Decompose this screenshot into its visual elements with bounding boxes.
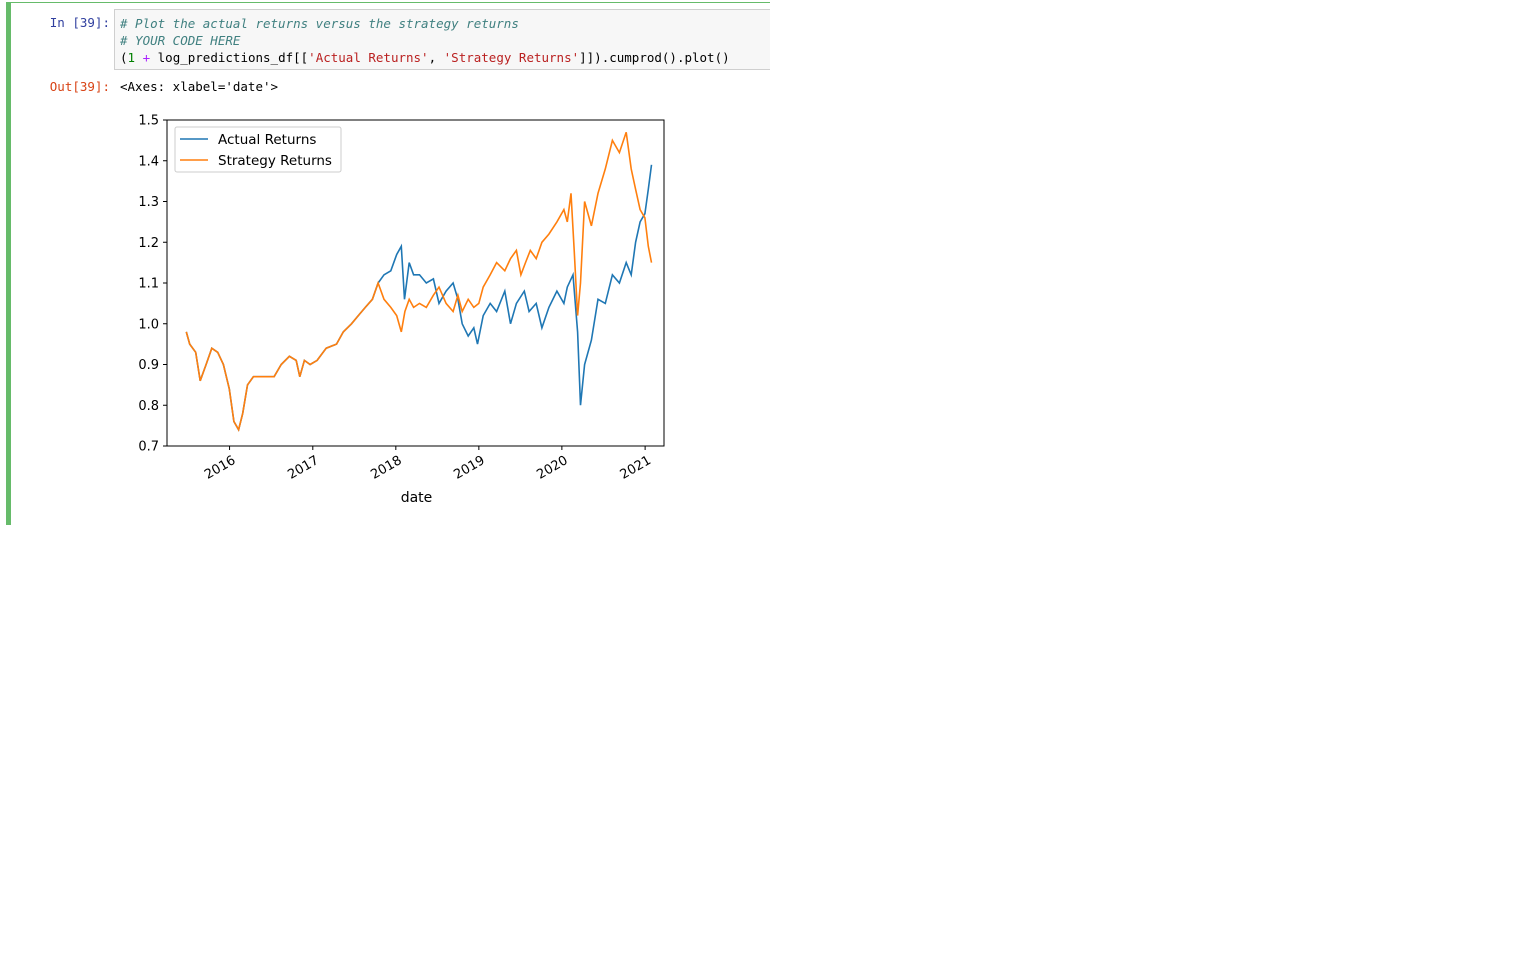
y-tick-label: 1.4 bbox=[138, 154, 159, 169]
y-tick-label: 1.1 bbox=[138, 277, 159, 292]
x-axis-label: date bbox=[401, 490, 433, 506]
chart-legend: Actual Returns Strategy Returns bbox=[174, 126, 342, 173]
code-variable: log_predictions_df[[ bbox=[157, 50, 309, 65]
code-operator: + bbox=[142, 50, 151, 65]
y-tick-label: 0.8 bbox=[138, 399, 159, 414]
output-prompt: Out[39]: bbox=[49, 79, 110, 94]
line-chart: 0.7 0.8 0.9 1.0 1.1 1.2 1.3 1.4 1.5 2016 2017 2018… bbox=[138, 114, 665, 506]
legend-label-0: Actual Returns bbox=[218, 132, 316, 148]
legend-label-1: Strategy Returns bbox=[218, 153, 332, 169]
x-axis: 2016 2017 2018 2019 2020 2021 bbox=[202, 446, 654, 483]
code-paren: ( bbox=[120, 50, 128, 65]
cell-top-border bbox=[11, 2, 770, 3]
code-string: 'Actual Returns' bbox=[308, 50, 429, 65]
y-tick-label: 1.2 bbox=[138, 236, 159, 251]
notebook-cell[interactable]: In [39]: # Plot the actual returns versu… bbox=[6, 2, 770, 525]
y-axis: 0.7 0.8 0.9 1.0 1.1 1.2 1.3 1.4 1.5 bbox=[138, 114, 167, 455]
x-tick-label: 2021 bbox=[618, 453, 654, 483]
code-editor[interactable]: # Plot the actual returns versus the str… bbox=[114, 9, 770, 70]
y-tick-label: 0.7 bbox=[138, 440, 159, 455]
legend-box bbox=[174, 126, 342, 173]
code-line-2[interactable]: # YOUR CODE HERE bbox=[120, 33, 240, 48]
series-line-0 bbox=[185, 164, 653, 432]
code-comment: # Plot the actual returns versus the str… bbox=[120, 16, 519, 31]
code-line-3[interactable]: (1 + log_predictions_df[['Actual Returns… bbox=[120, 50, 730, 65]
input-prompt: In [39]: bbox=[49, 15, 110, 30]
code-call: ]]).cumprod().plot() bbox=[579, 50, 730, 65]
code-string: 'Strategy Returns' bbox=[443, 50, 580, 65]
code-line-1[interactable]: # Plot the actual returns versus the str… bbox=[120, 16, 519, 31]
x-tick-label: 2019 bbox=[451, 453, 487, 483]
y-tick-label: 1.0 bbox=[138, 317, 159, 332]
cell-selection-bar bbox=[6, 2, 11, 525]
series-line-1 bbox=[185, 131, 653, 432]
code-number: 1 bbox=[127, 50, 136, 65]
code-comment: # YOUR CODE HERE bbox=[120, 33, 241, 48]
x-tick-label: 2018 bbox=[368, 453, 404, 483]
output-text: <Axes: xlabel='date'> bbox=[120, 79, 279, 94]
x-tick-label: 2017 bbox=[285, 453, 321, 483]
code-comma: , bbox=[428, 50, 437, 65]
x-tick-label: 2016 bbox=[202, 453, 238, 483]
x-tick-label: 2020 bbox=[534, 453, 570, 483]
y-tick-label: 0.9 bbox=[138, 358, 159, 373]
y-tick-label: 1.3 bbox=[138, 195, 159, 210]
chart-lines bbox=[185, 131, 653, 432]
y-tick-label: 1.5 bbox=[138, 114, 159, 129]
